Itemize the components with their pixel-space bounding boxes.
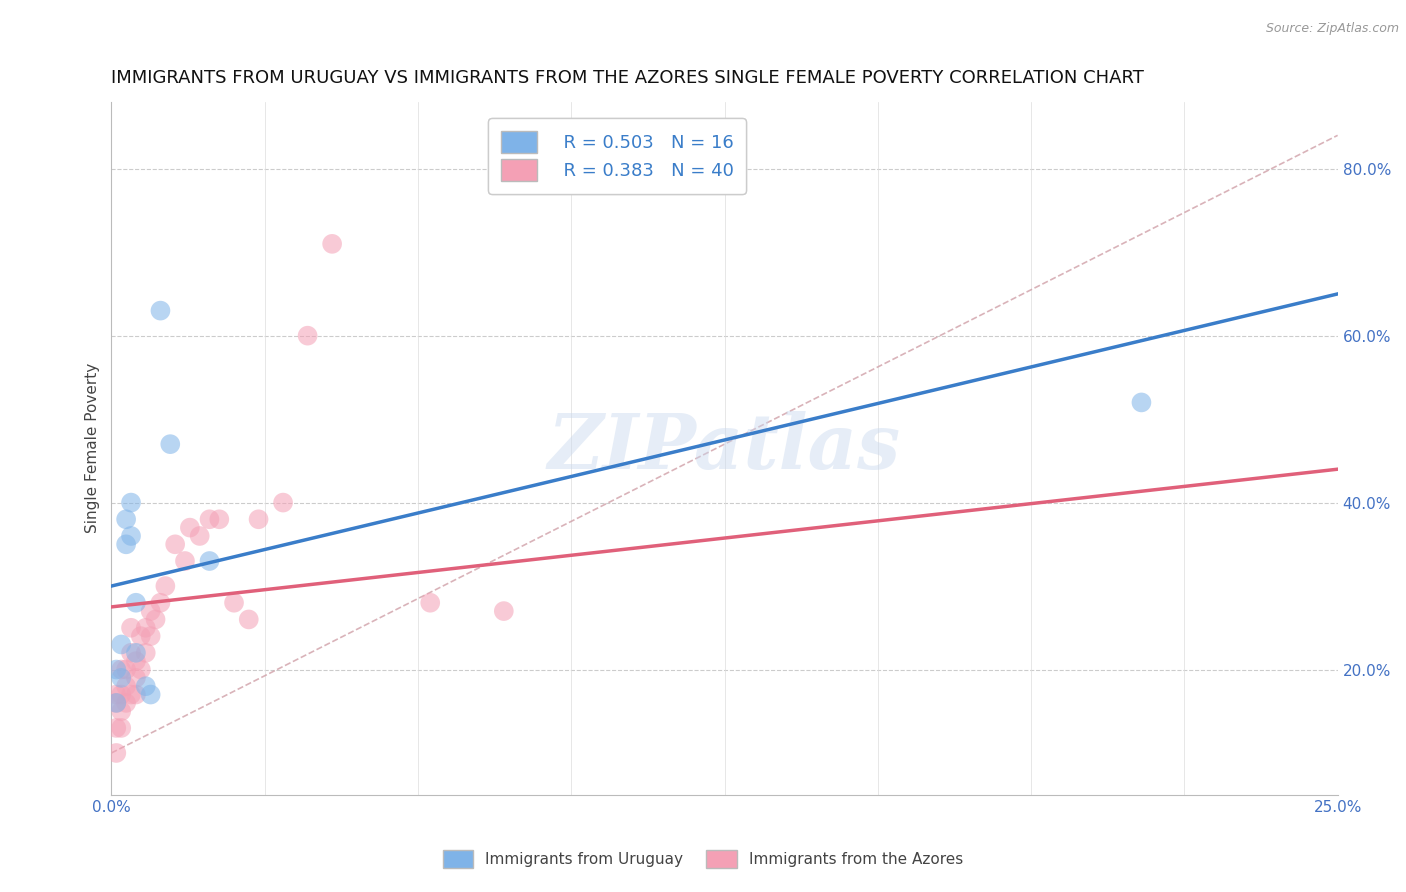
Point [321, 236, 343, 251]
Point [198, 554, 221, 568]
Point [105, 721, 128, 735]
Point [1130, 395, 1153, 409]
Point [222, 596, 245, 610]
Point [115, 512, 138, 526]
Point [188, 529, 211, 543]
Point [125, 654, 148, 668]
Point [105, 696, 128, 710]
Point [155, 579, 177, 593]
Point [149, 303, 172, 318]
Text: Source: ZipAtlas.com: Source: ZipAtlas.com [1265, 22, 1399, 36]
Point [125, 646, 148, 660]
Point [297, 328, 319, 343]
Point [179, 521, 201, 535]
Point [135, 646, 157, 660]
Point [110, 688, 132, 702]
Point [419, 596, 441, 610]
Point [105, 663, 128, 677]
Point [125, 671, 148, 685]
Point [120, 621, 142, 635]
Point [110, 671, 132, 685]
Point [120, 688, 142, 702]
Point [198, 512, 221, 526]
Point [271, 495, 294, 509]
Legend: Immigrants from Uruguay, Immigrants from the Azores: Immigrants from Uruguay, Immigrants from… [434, 843, 972, 875]
Point [105, 696, 128, 710]
Point [149, 596, 172, 610]
Point [125, 596, 148, 610]
Point [120, 529, 142, 543]
Point [135, 621, 157, 635]
Point [139, 629, 162, 643]
Text: IMMIGRANTS FROM URUGUAY VS IMMIGRANTS FROM THE AZORES SINGLE FEMALE POVERTY CORR: IMMIGRANTS FROM URUGUAY VS IMMIGRANTS FR… [111, 69, 1144, 87]
Point [115, 537, 138, 551]
Point [247, 512, 270, 526]
Point [110, 637, 132, 651]
Point [145, 612, 167, 626]
Point [135, 679, 157, 693]
Point [115, 663, 138, 677]
Point [208, 512, 231, 526]
Point [110, 721, 132, 735]
Point [139, 688, 162, 702]
Point [105, 688, 128, 702]
Point [115, 679, 138, 693]
Point [165, 537, 187, 551]
Point [159, 437, 181, 451]
Point [115, 696, 138, 710]
Point [129, 629, 152, 643]
Point [105, 746, 128, 760]
Point [492, 604, 515, 618]
Y-axis label: Single Female Poverty: Single Female Poverty [86, 363, 100, 533]
Point [110, 663, 132, 677]
Point [129, 663, 152, 677]
Point [174, 554, 197, 568]
Point [125, 688, 148, 702]
Legend:   R = 0.503   N = 16,   R = 0.383   N = 40: R = 0.503 N = 16, R = 0.383 N = 40 [488, 118, 747, 194]
Point [120, 495, 142, 509]
Text: ZIPatlas: ZIPatlas [548, 411, 901, 485]
Point [139, 604, 162, 618]
Point [120, 646, 142, 660]
Point [238, 612, 260, 626]
Point [110, 704, 132, 718]
